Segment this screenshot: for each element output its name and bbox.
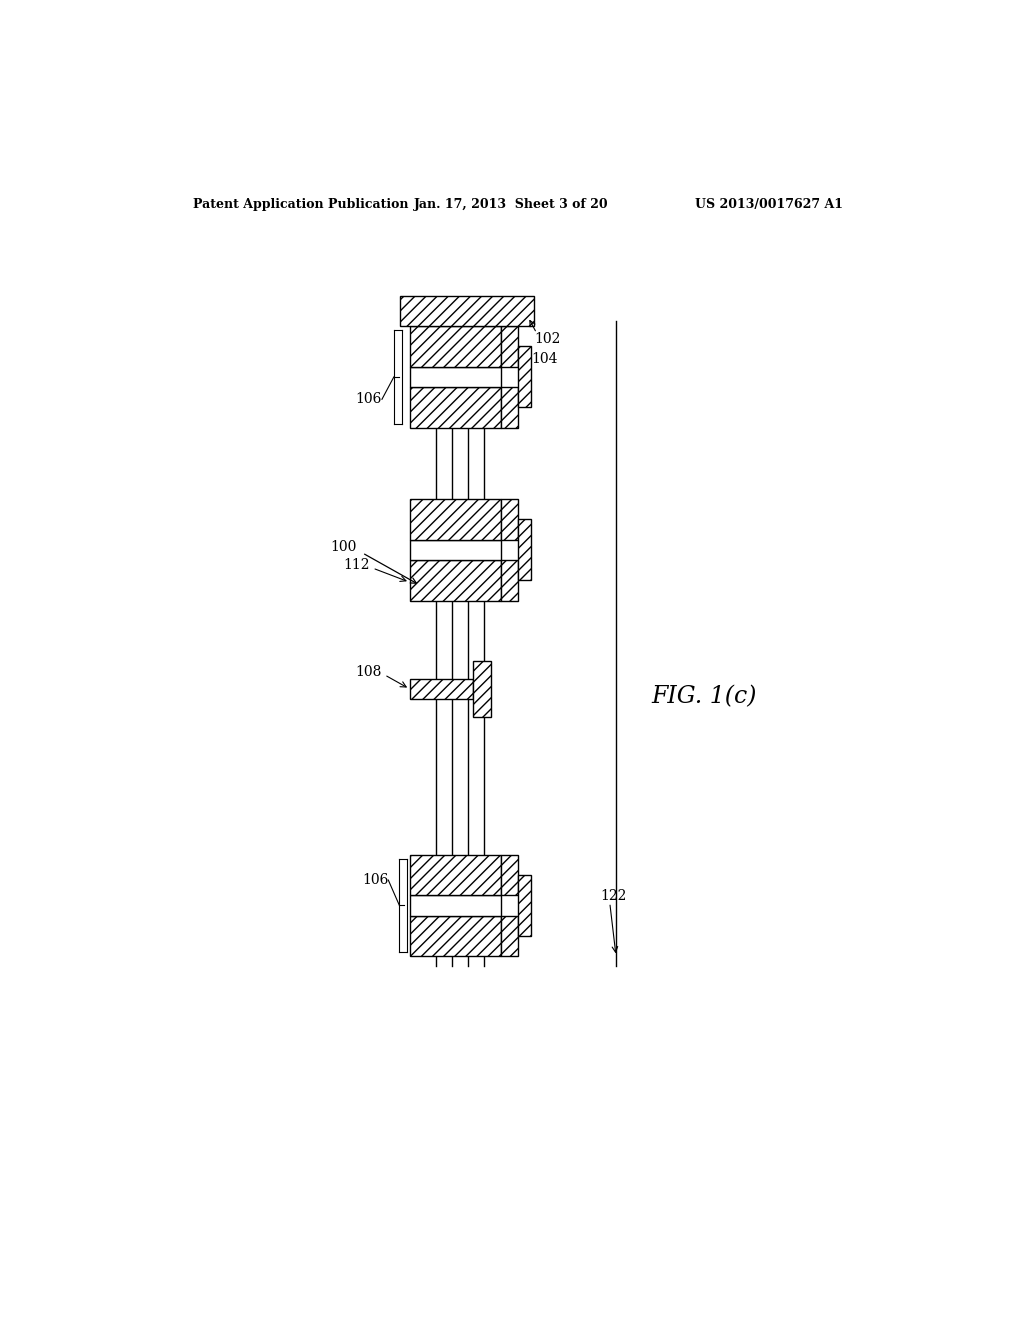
Text: FIG. 1(c): FIG. 1(c) bbox=[652, 685, 758, 709]
Bar bbox=[410, 540, 501, 560]
Bar bbox=[410, 367, 501, 387]
Text: Patent Application Publication: Patent Application Publication bbox=[194, 198, 409, 211]
Text: 106: 106 bbox=[361, 873, 388, 887]
Bar bbox=[501, 854, 518, 895]
Bar bbox=[501, 387, 518, 428]
Text: US 2013/0017627 A1: US 2013/0017627 A1 bbox=[695, 198, 844, 211]
Text: 106: 106 bbox=[355, 392, 382, 407]
Bar bbox=[518, 519, 531, 581]
Bar bbox=[518, 875, 531, 936]
Bar bbox=[410, 326, 501, 367]
Bar bbox=[518, 346, 531, 408]
Text: 112: 112 bbox=[343, 558, 370, 572]
Text: 104: 104 bbox=[531, 351, 558, 366]
Bar bbox=[501, 326, 518, 367]
Bar bbox=[501, 560, 518, 601]
Text: Jan. 17, 2013  Sheet 3 of 20: Jan. 17, 2013 Sheet 3 of 20 bbox=[414, 198, 608, 211]
Bar bbox=[473, 661, 490, 717]
Bar bbox=[410, 916, 501, 956]
Bar bbox=[410, 854, 501, 895]
Text: 102: 102 bbox=[535, 333, 561, 346]
Bar bbox=[410, 678, 473, 700]
Text: 108: 108 bbox=[355, 665, 382, 678]
Text: 122: 122 bbox=[600, 890, 627, 903]
Bar bbox=[410, 499, 501, 540]
Bar bbox=[501, 499, 518, 540]
Bar bbox=[400, 296, 535, 326]
Bar bbox=[410, 895, 501, 916]
Bar bbox=[410, 560, 501, 601]
Text: 100: 100 bbox=[331, 540, 357, 553]
Bar bbox=[501, 916, 518, 956]
Bar bbox=[410, 387, 501, 428]
